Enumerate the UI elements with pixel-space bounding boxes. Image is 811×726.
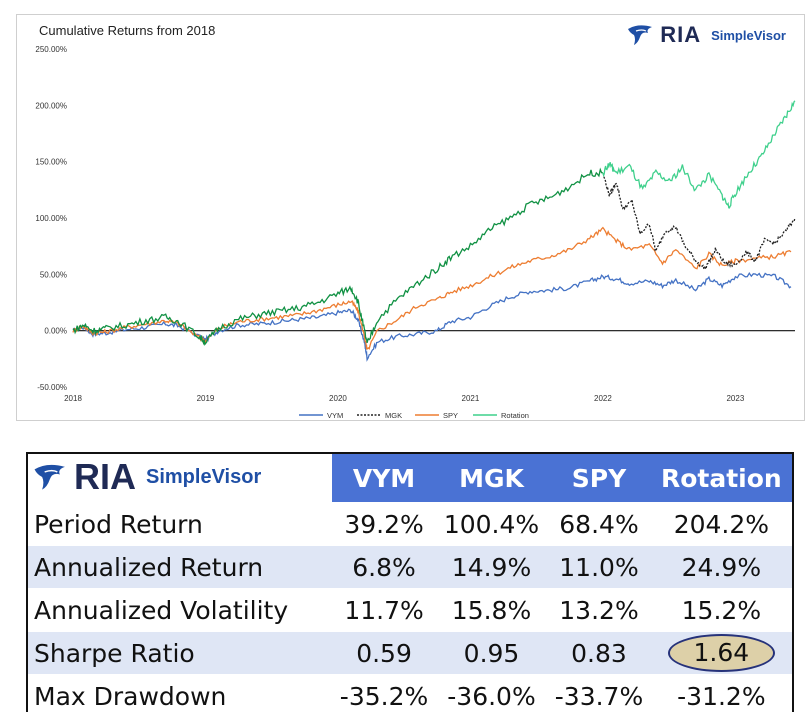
y-tick-label: 150.00% <box>35 158 67 167</box>
table-logo-cell: RIA SimpleVisor <box>28 454 333 503</box>
series-spy-line <box>72 226 792 350</box>
sharpe-highlight-oval: 1.64 <box>667 634 776 672</box>
legend-label-spy: SPY <box>443 411 458 420</box>
eagle-logo-icon <box>628 25 653 45</box>
logo-simplevisor-text: SimpleVisor <box>711 27 786 43</box>
chart-title: Cumulative Returns from 2018 <box>39 23 216 38</box>
table-row: Annualized Volatility 11.7% 15.8% 13.2% … <box>28 588 792 632</box>
legend-label-vym: VYM <box>327 411 343 420</box>
series-rotation-line <box>602 100 796 209</box>
cumulative-returns-chart: -50.00% 0.00% 50.00% 100.00% 150.00% 200.00% 2… <box>35 45 796 420</box>
row-label: Annualized Return <box>28 545 333 589</box>
cell-value: 14.9% <box>435 545 548 589</box>
cell-value: 0.59 <box>332 631 436 675</box>
table-row: Max Drawdown -35.2% -36.0% -33.7% -31.2% <box>28 674 792 717</box>
cell-value: 68.4% <box>547 502 651 546</box>
table-row: Sharpe Ratio 0.59 0.95 0.83 1.64 <box>28 631 792 675</box>
cell-value: 15.8% <box>435 588 548 632</box>
table-logo: RIA SimpleVisor <box>32 456 262 498</box>
y-tick-label: 0.00% <box>44 327 67 336</box>
header-vym: VYM <box>332 454 436 503</box>
cell-value: 0.95 <box>435 631 548 675</box>
table-header-row: RIA SimpleVisor VYM MGK SPY Rotation <box>28 454 792 503</box>
y-tick-label: 200.00% <box>35 101 67 110</box>
table-logo-ria-text: RIA <box>74 456 136 497</box>
sharpe-rotation-cell: 1.64 <box>650 631 792 675</box>
cell-value: -36.0% <box>435 674 548 717</box>
cell-value: 11.0% <box>547 545 651 589</box>
eagle-logo-icon <box>34 464 65 490</box>
cell-value: 13.2% <box>547 588 651 632</box>
cell-value: 11.7% <box>332 588 436 632</box>
table-row: Annualized Return 6.8% 14.9% 11.0% 24.9% <box>28 545 792 589</box>
y-tick-label: 50.00% <box>40 270 67 279</box>
chart-logo: RIA SimpleVisor <box>626 21 786 49</box>
cell-value: -35.2% <box>332 674 436 717</box>
row-label: Annualized Volatility <box>28 588 333 632</box>
row-label: Max Drawdown <box>28 674 333 717</box>
logo-ria-text: RIA <box>660 22 702 47</box>
y-tick-label: -50.00% <box>37 383 67 392</box>
series-mgk-line <box>602 173 796 271</box>
header-mgk: MGK <box>435 454 548 503</box>
cell-value: -31.2% <box>650 674 792 717</box>
stats-table: RIA SimpleVisor VYM MGK SPY Rotation Per… <box>28 454 792 717</box>
legend-label-mgk: MGK <box>385 411 402 420</box>
series-vym-line <box>72 271 792 362</box>
x-tick-label: 2020 <box>329 394 347 403</box>
legend-label-rotation: Rotation <box>501 411 529 420</box>
cell-value: 204.2% <box>650 502 792 546</box>
cell-value: 100.4% <box>435 502 548 546</box>
cell-value: 6.8% <box>332 545 436 589</box>
cell-value: -33.7% <box>547 674 651 717</box>
table-row: Period Return 39.2% 100.4% 68.4% 204.2% <box>28 502 792 546</box>
cell-value: 39.2% <box>332 502 436 546</box>
row-label: Sharpe Ratio <box>28 631 333 675</box>
cell-value: 24.9% <box>650 545 792 589</box>
cell-value: 15.2% <box>650 588 792 632</box>
x-tick-label: 2022 <box>594 394 612 403</box>
x-tick-label: 2023 <box>726 394 744 403</box>
chart-panel: -50.00% 0.00% 50.00% 100.00% 150.00% 200.00% 2… <box>16 14 805 421</box>
header-spy: SPY <box>547 454 651 503</box>
table-logo-simplevisor-text: SimpleVisor <box>146 465 262 488</box>
x-tick-label: 2018 <box>64 394 82 403</box>
y-tick-label: 100.00% <box>35 214 67 223</box>
row-label: Period Return <box>28 502 333 546</box>
x-tick-label: 2019 <box>197 394 215 403</box>
x-tick-label: 2021 <box>462 394 480 403</box>
cell-value: 0.83 <box>547 631 651 675</box>
series-rotation-line-early <box>72 167 603 346</box>
stats-table-panel: RIA SimpleVisor VYM MGK SPY Rotation Per… <box>26 452 794 717</box>
header-rotation: Rotation <box>650 454 792 503</box>
y-tick-label: 250.00% <box>35 45 67 54</box>
